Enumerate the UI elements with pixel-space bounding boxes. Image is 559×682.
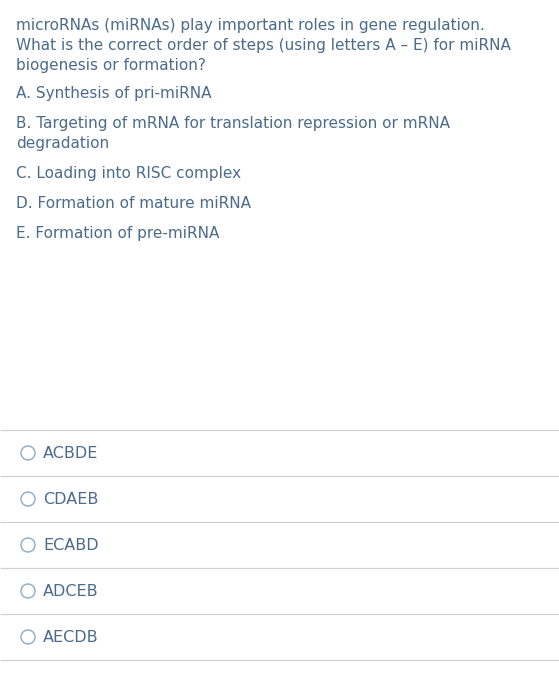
Text: B. Targeting of mRNA for translation repression or mRNA: B. Targeting of mRNA for translation rep… bbox=[16, 116, 450, 131]
Text: What is the correct order of steps (using letters A – E) for miRNA: What is the correct order of steps (usin… bbox=[16, 38, 511, 53]
Text: ECABD: ECABD bbox=[43, 537, 98, 552]
Text: degradation: degradation bbox=[16, 136, 109, 151]
Text: ACBDE: ACBDE bbox=[43, 445, 98, 460]
Text: AECDB: AECDB bbox=[43, 629, 98, 644]
Text: C. Loading into RISC complex: C. Loading into RISC complex bbox=[16, 166, 241, 181]
Text: biogenesis or formation?: biogenesis or formation? bbox=[16, 58, 206, 73]
Text: microRNAs (miRNAs) play important roles in gene regulation.: microRNAs (miRNAs) play important roles … bbox=[16, 18, 485, 33]
Text: E. Formation of pre-miRNA: E. Formation of pre-miRNA bbox=[16, 226, 219, 241]
Text: ADCEB: ADCEB bbox=[43, 584, 98, 599]
Text: D. Formation of mature miRNA: D. Formation of mature miRNA bbox=[16, 196, 251, 211]
Text: CDAEB: CDAEB bbox=[43, 492, 98, 507]
Text: A. Synthesis of pri-miRNA: A. Synthesis of pri-miRNA bbox=[16, 86, 211, 101]
